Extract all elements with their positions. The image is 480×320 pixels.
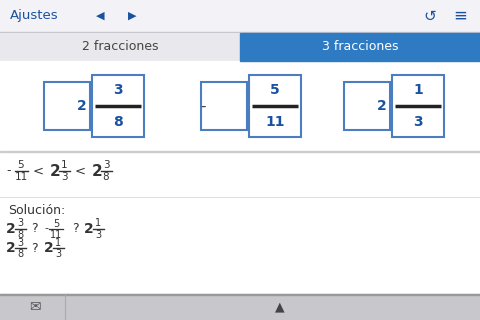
Text: 2: 2 [6, 241, 16, 255]
Bar [0, 294, 480, 295]
Bar [0, 32, 480, 33]
Bar [0, 33, 480, 61]
Text: 1: 1 [413, 84, 423, 98]
Bar [0, 0, 480, 32]
Text: ≡: ≡ [453, 7, 467, 25]
Text: 8: 8 [17, 230, 23, 240]
Text: 3: 3 [95, 230, 101, 240]
Text: 3: 3 [113, 84, 123, 98]
Text: 8: 8 [17, 249, 23, 259]
Text: 2: 2 [84, 222, 94, 236]
Text: 5: 5 [18, 161, 24, 171]
Text: ↺: ↺ [424, 9, 436, 23]
Text: 2: 2 [44, 241, 54, 255]
Text: 11: 11 [265, 115, 285, 129]
Text: 2: 2 [377, 99, 387, 113]
Text: ?: ? [31, 222, 37, 236]
Text: 8: 8 [113, 115, 123, 129]
Text: 3: 3 [413, 115, 423, 129]
Text: ▶: ▶ [128, 11, 136, 21]
Text: 2: 2 [6, 222, 16, 236]
Text: 11: 11 [50, 229, 62, 239]
Text: 8: 8 [103, 172, 109, 182]
Text: 3: 3 [103, 161, 109, 171]
Text: 3: 3 [17, 219, 23, 228]
Text: 3 fracciones: 3 fracciones [322, 41, 398, 53]
Text: ▲: ▲ [275, 300, 285, 314]
Text: 1: 1 [55, 237, 61, 247]
Text: 1: 1 [60, 161, 67, 171]
Bar [92, 75, 144, 137]
Text: 3: 3 [60, 172, 67, 182]
Bar [249, 75, 301, 137]
Bar [201, 82, 247, 130]
Text: 2: 2 [77, 99, 87, 113]
Text: 2 fracciones: 2 fracciones [82, 41, 158, 53]
Text: 3: 3 [55, 249, 61, 259]
Text: -: - [6, 164, 11, 177]
Bar [240, 33, 480, 61]
Text: ?: ? [72, 222, 78, 236]
Text: ✉: ✉ [29, 300, 41, 314]
Text: 2: 2 [50, 164, 61, 179]
Bar [0, 61, 480, 151]
Bar [0, 294, 480, 320]
Text: Solución:: Solución: [8, 204, 65, 218]
Text: 2: 2 [92, 164, 103, 179]
Text: Ajustes: Ajustes [10, 10, 59, 22]
Text: -: - [200, 99, 206, 114]
Text: ◀: ◀ [96, 11, 104, 21]
Text: 1: 1 [95, 219, 101, 228]
Bar [44, 82, 90, 130]
Text: -: - [44, 223, 48, 234]
Bar [344, 82, 390, 130]
Text: <: < [74, 164, 85, 178]
Text: 3: 3 [17, 237, 23, 247]
Bar [392, 75, 444, 137]
Text: ?: ? [31, 242, 37, 254]
Bar [0, 152, 480, 295]
Text: 5: 5 [53, 219, 59, 229]
Text: 11: 11 [14, 172, 28, 182]
Text: 5: 5 [270, 84, 280, 98]
Bar [0, 151, 480, 152]
Text: <: < [33, 164, 44, 178]
